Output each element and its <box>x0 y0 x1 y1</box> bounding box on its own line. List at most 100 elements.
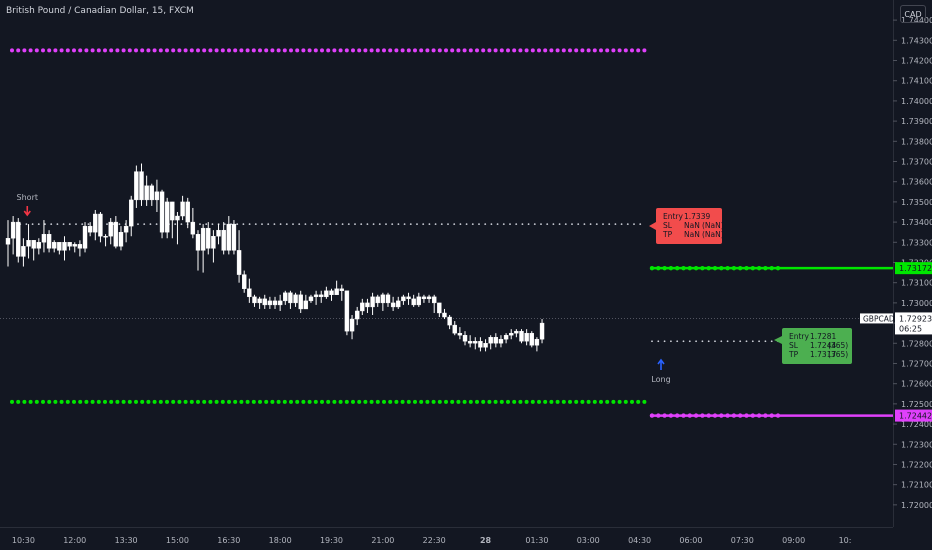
candle-body <box>396 300 401 308</box>
long-entry-dot <box>657 340 660 343</box>
short-target-dot <box>636 48 641 53</box>
short-target-dot <box>158 48 163 53</box>
short-target-dot <box>518 48 523 53</box>
short-entry-dot <box>583 223 586 226</box>
candle-body <box>514 330 519 334</box>
currency-button[interactable]: CAD <box>900 5 926 23</box>
short-target-dot <box>400 48 405 53</box>
short-info-box-entry-label: Entry <box>663 212 684 221</box>
candle-body <box>98 213 103 237</box>
long-sl-dot <box>687 413 692 418</box>
short-target-dot <box>332 48 337 53</box>
candle-body <box>442 312 447 318</box>
sl-price-tag-bg <box>895 409 932 422</box>
candle-body <box>432 296 437 304</box>
short-target-dot <box>65 48 70 53</box>
long-arrow-icon <box>657 358 665 370</box>
long-band-dot <box>586 399 591 404</box>
long-band-dot <box>419 399 424 404</box>
candle-body <box>252 296 257 304</box>
short-entry-dot <box>540 223 542 226</box>
candle-body <box>534 339 540 346</box>
short-entry-dot <box>403 223 406 226</box>
time-tick-label: 15:00 <box>166 536 189 545</box>
candle-body <box>231 223 237 251</box>
candle-body <box>216 229 221 237</box>
candle-body <box>478 341 483 348</box>
short-target-dot <box>233 48 238 53</box>
long-sl-dot <box>656 413 661 418</box>
short-target-dot <box>208 48 213 53</box>
short-target-dot <box>481 48 486 53</box>
short-entry-dot <box>149 223 152 226</box>
price-tick-label: 1.73700 <box>901 158 932 167</box>
short-target-dot <box>512 48 517 53</box>
short-info-box: Entry 1.7339 SL NaN (NaN) TP NaN (NaN) <box>656 208 724 244</box>
short-entry-dot <box>143 223 146 226</box>
time-tick-label: 28 <box>480 536 492 545</box>
long-sl-dot <box>662 413 667 418</box>
short-target-dot <box>264 48 269 53</box>
long-info-box-sl-value: 1.7244 <box>810 341 836 350</box>
long-sl-dot <box>769 413 774 418</box>
countdown-tag: 06:25 <box>899 324 922 333</box>
candle-body <box>293 294 298 304</box>
price-tick-label: 1.74300 <box>901 36 932 45</box>
candle-body <box>190 221 196 235</box>
short-entry-dot <box>471 223 474 226</box>
long-band-dot <box>549 399 554 404</box>
time-tick-label: 10: <box>839 536 852 545</box>
long-entry-dot <box>770 340 773 343</box>
long-band-dot <box>512 399 517 404</box>
short-entry-dot <box>633 223 635 226</box>
short-entry-dot <box>490 223 493 226</box>
short-target-dot <box>165 48 169 53</box>
long-band-dot <box>450 399 455 404</box>
short-entry-dot <box>354 223 356 226</box>
short-info-box-entry-value: 1.7339 <box>684 212 710 221</box>
candle-body <box>159 191 165 233</box>
candle-body <box>319 294 324 298</box>
short-entry-dot <box>614 223 617 226</box>
candle-body <box>370 296 375 308</box>
long-band-dot <box>456 399 461 404</box>
current-price-tag: 1.72923 <box>899 314 932 323</box>
long-band-dot <box>518 399 523 404</box>
short-target-dot <box>196 48 200 53</box>
short-entry-dot <box>223 223 226 226</box>
candle-body <box>113 221 119 247</box>
long-band-dot <box>183 399 188 404</box>
long-band-dot <box>220 399 225 404</box>
short-entry-dot <box>484 223 487 226</box>
long-info-box-tp-label: TP <box>788 350 799 359</box>
short-entry-dot <box>254 223 257 226</box>
short-info-box-sl-extra: (NaN) <box>702 221 724 230</box>
short-entry-dot <box>341 223 344 226</box>
long-band-dot <box>580 399 585 404</box>
short-target-dot <box>134 48 138 53</box>
short-target-dot <box>580 48 585 53</box>
short-entry-dot <box>639 223 642 226</box>
long-band-dot <box>561 399 566 404</box>
long-band-dot <box>611 399 616 404</box>
short-entry-dot <box>75 223 77 226</box>
short-info-box-sl-label: SL <box>663 221 673 230</box>
long-band-dot <box>84 399 89 404</box>
long-band-dot <box>301 399 306 404</box>
short-target-dot <box>146 48 151 53</box>
long-band-dot <box>189 399 194 404</box>
short-entry-dot <box>106 223 108 226</box>
candle-body <box>283 292 288 302</box>
short-entry-dot <box>25 223 28 226</box>
long-entry-dot <box>745 340 748 343</box>
long-entry-dot <box>682 340 685 343</box>
short-target-dot <box>220 48 225 53</box>
candle-body <box>385 294 391 304</box>
short-entry-dot <box>310 223 313 226</box>
short-entry-dot <box>366 223 369 226</box>
short-entry-dot <box>44 223 46 226</box>
long-band-dot <box>363 399 368 404</box>
long-band-dot <box>196 399 200 404</box>
short-target-dot <box>251 48 256 53</box>
